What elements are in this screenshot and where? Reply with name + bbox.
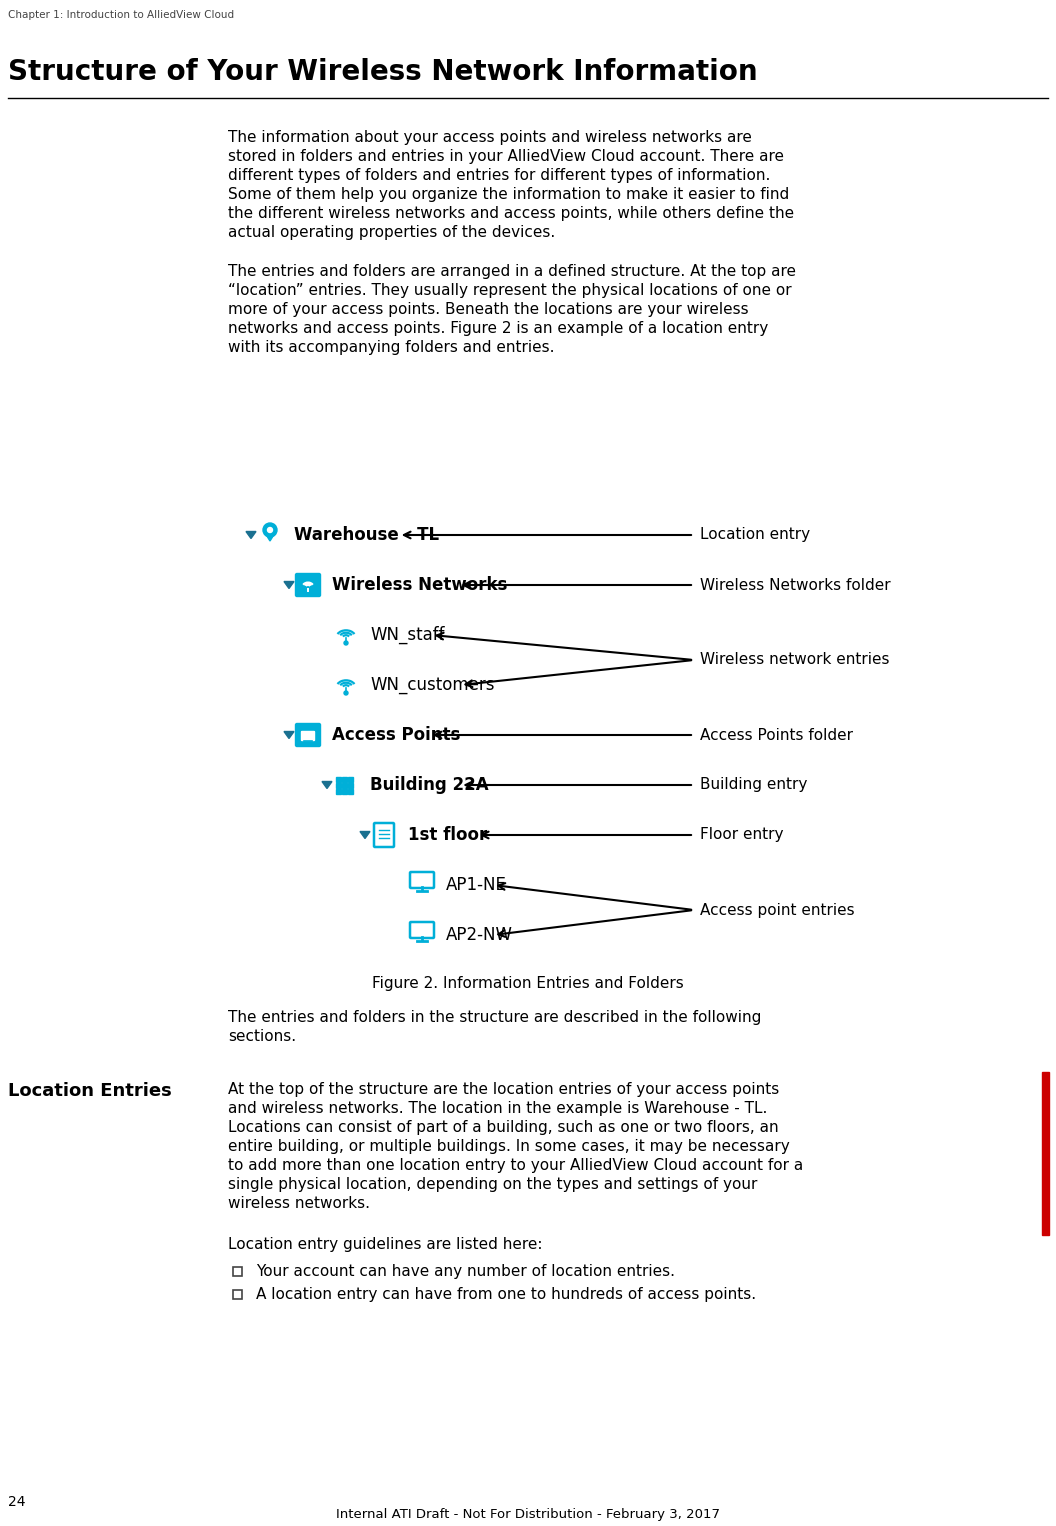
Text: Locations can consist of part of a building, such as one or two floors, an: Locations can consist of part of a build…: [228, 1120, 778, 1135]
FancyBboxPatch shape: [410, 871, 434, 888]
Text: to add more than one location entry to your AlliedView Cloud account for a: to add more than one location entry to y…: [228, 1158, 804, 1173]
Polygon shape: [246, 531, 256, 539]
Bar: [336, 789, 341, 794]
Text: “location” entries. They usually represent the physical locations of one or: “location” entries. They usually represe…: [228, 282, 792, 298]
Text: Warehouse - TL: Warehouse - TL: [294, 526, 439, 543]
Text: Location Entries: Location Entries: [8, 1082, 172, 1100]
Text: 1st floor: 1st floor: [408, 826, 487, 844]
Polygon shape: [284, 581, 294, 589]
Text: Internal ATI Draft - Not For Distribution - February 3, 2017: Internal ATI Draft - Not For Distributio…: [336, 1508, 720, 1521]
Text: Building entry: Building entry: [700, 778, 808, 792]
Text: Location entry: Location entry: [700, 528, 810, 543]
Polygon shape: [284, 731, 294, 739]
Polygon shape: [360, 832, 370, 838]
Bar: [342, 783, 347, 787]
Text: sections.: sections.: [228, 1029, 296, 1044]
Text: the different wireless networks and access points, while others define the: the different wireless networks and acce…: [228, 206, 794, 221]
Text: Wireless network entries: Wireless network entries: [700, 653, 889, 667]
Polygon shape: [265, 533, 275, 542]
Text: Wireless Networks: Wireless Networks: [332, 575, 507, 594]
Text: Access Points: Access Points: [332, 726, 460, 745]
Text: WN_staff: WN_staff: [370, 626, 445, 644]
Text: The entries and folders in the structure are described in the following: The entries and folders in the structure…: [228, 1010, 761, 1025]
Text: wireless networks.: wireless networks.: [228, 1196, 370, 1212]
Bar: [233, 1289, 242, 1299]
Text: A location entry can have from one to hundreds of access points.: A location entry can have from one to hu…: [256, 1286, 756, 1302]
Text: Access Points folder: Access Points folder: [700, 728, 853, 743]
Circle shape: [344, 691, 348, 694]
Text: Wireless Networks folder: Wireless Networks folder: [700, 577, 890, 592]
Text: Chapter 1: Introduction to AlliedView Cloud: Chapter 1: Introduction to AlliedView Cl…: [8, 11, 234, 20]
Text: Building 22A: Building 22A: [370, 777, 489, 794]
Text: WN_customers: WN_customers: [370, 676, 494, 694]
FancyBboxPatch shape: [302, 731, 315, 740]
Text: more of your access points. Beneath the locations are your wireless: more of your access points. Beneath the …: [228, 302, 749, 317]
Text: actual operating properties of the devices.: actual operating properties of the devic…: [228, 224, 555, 240]
Text: and wireless networks. The location in the example is Warehouse - TL.: and wireless networks. The location in t…: [228, 1100, 768, 1116]
Text: AP1-NE: AP1-NE: [446, 876, 507, 894]
Bar: [342, 777, 347, 781]
Text: Location entry guidelines are listed here:: Location entry guidelines are listed her…: [228, 1238, 543, 1251]
Text: single physical location, depending on the types and settings of your: single physical location, depending on t…: [228, 1177, 757, 1192]
Text: with its accompanying folders and entries.: with its accompanying folders and entrie…: [228, 340, 554, 356]
Text: networks and access points. Figure 2 is an example of a location entry: networks and access points. Figure 2 is …: [228, 320, 769, 336]
FancyBboxPatch shape: [410, 922, 434, 938]
Circle shape: [267, 528, 272, 533]
Bar: [342, 789, 347, 794]
Circle shape: [263, 523, 277, 537]
Text: Structure of Your Wireless Network Information: Structure of Your Wireless Network Infor…: [8, 58, 757, 85]
Text: The entries and folders are arranged in a defined structure. At the top are: The entries and folders are arranged in …: [228, 264, 796, 279]
Bar: [1042, 1071, 1049, 1235]
Text: AP2-NW: AP2-NW: [446, 926, 513, 945]
Text: different types of folders and entries for different types of information.: different types of folders and entries f…: [228, 168, 771, 183]
Text: Your account can have any number of location entries.: Your account can have any number of loca…: [256, 1264, 675, 1279]
Text: 24: 24: [8, 1495, 25, 1509]
Bar: [348, 777, 353, 781]
Text: Access point entries: Access point entries: [700, 902, 854, 917]
Polygon shape: [322, 781, 332, 789]
FancyBboxPatch shape: [296, 574, 321, 597]
Text: stored in folders and entries in your AlliedView Cloud account. There are: stored in folders and entries in your Al…: [228, 150, 784, 163]
Bar: [336, 783, 341, 787]
Bar: [336, 777, 341, 781]
FancyBboxPatch shape: [374, 823, 394, 847]
Text: The information about your access points and wireless networks are: The information about your access points…: [228, 130, 752, 145]
Text: Figure 2. Information Entries and Folders: Figure 2. Information Entries and Folder…: [372, 977, 684, 990]
Bar: [348, 783, 353, 787]
Bar: [233, 1267, 242, 1276]
Bar: [348, 789, 353, 794]
Text: At the top of the structure are the location entries of your access points: At the top of the structure are the loca…: [228, 1082, 779, 1097]
Text: entire building, or multiple buildings. In some cases, it may be necessary: entire building, or multiple buildings. …: [228, 1138, 790, 1154]
Text: Floor entry: Floor entry: [700, 827, 784, 842]
Circle shape: [344, 641, 348, 645]
FancyBboxPatch shape: [296, 723, 321, 746]
Text: Some of them help you organize the information to make it easier to find: Some of them help you organize the infor…: [228, 188, 789, 201]
